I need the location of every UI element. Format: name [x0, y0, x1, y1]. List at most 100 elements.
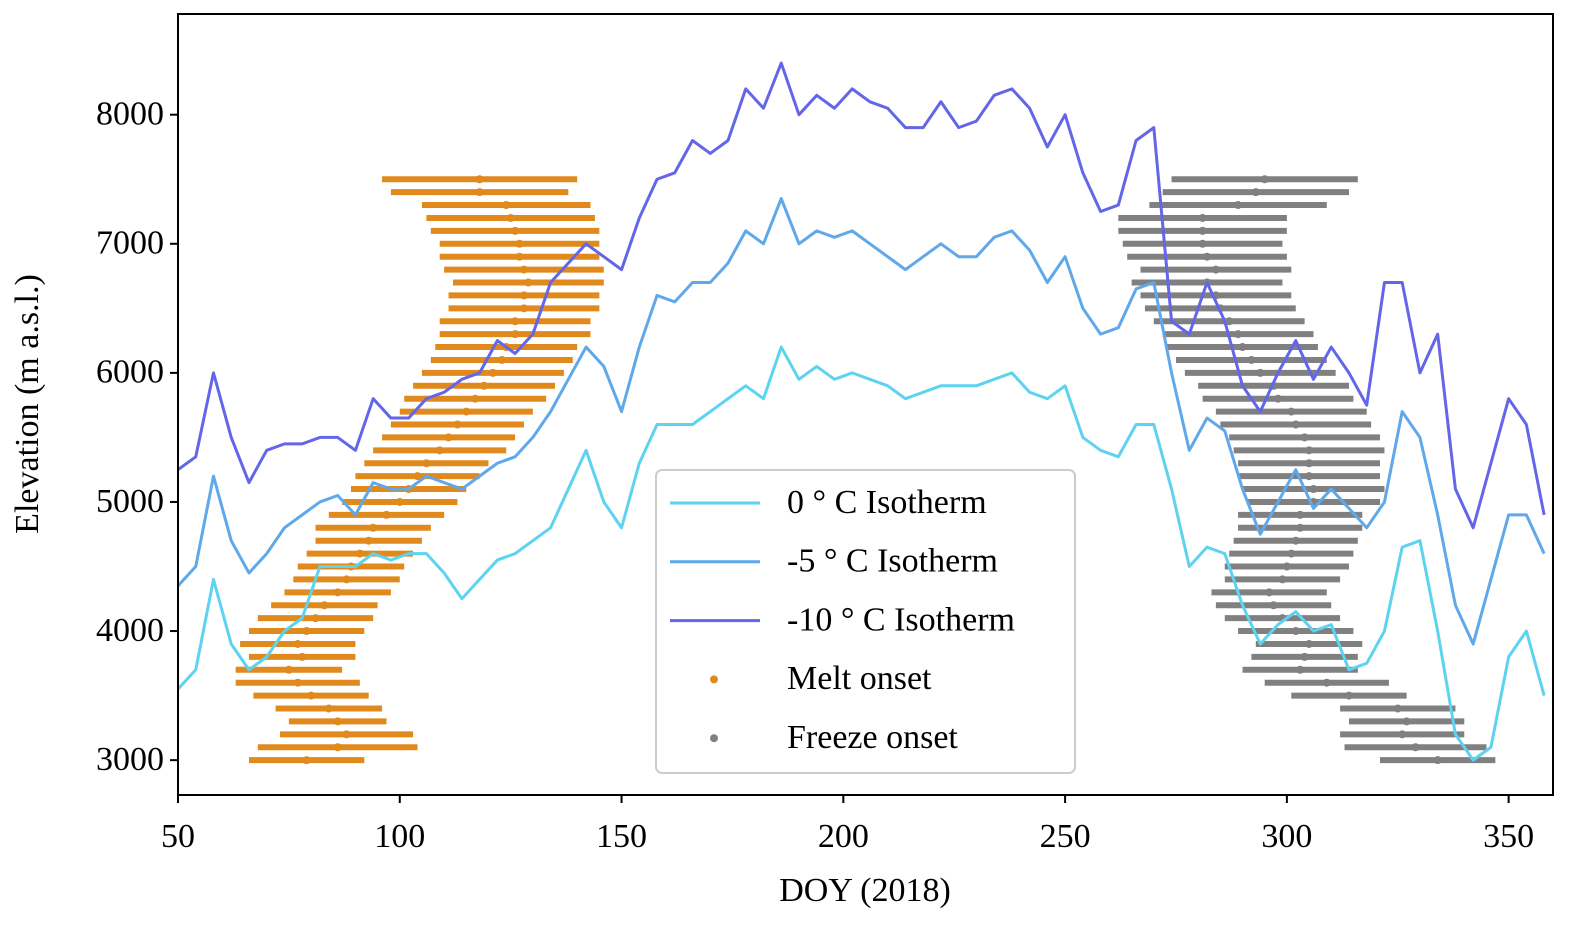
onset-point — [1296, 523, 1305, 532]
x-tick-label: 300 — [1261, 818, 1312, 855]
legend-marker — [710, 675, 718, 684]
y-tick-label: 5000 — [96, 483, 164, 520]
onset-point — [1198, 239, 1207, 248]
onset-point — [293, 639, 302, 648]
onset-point — [1238, 343, 1247, 352]
onset-point — [515, 252, 524, 261]
legend-marker — [710, 734, 718, 743]
onset-point — [471, 394, 480, 403]
onset-point — [1203, 252, 1212, 261]
onset-point — [1411, 743, 1420, 752]
onset-point — [1291, 536, 1300, 545]
onset-point — [1251, 188, 1260, 197]
y-tick-label: 3000 — [96, 741, 164, 778]
onset-point — [475, 175, 484, 184]
onset-point — [1260, 175, 1269, 184]
onset-point — [1211, 265, 1220, 274]
onset-point — [462, 407, 471, 416]
onset-point — [1198, 226, 1207, 235]
onset-point — [1256, 368, 1265, 377]
onset-point — [1225, 317, 1234, 326]
onset-point — [382, 510, 391, 519]
legend: 0 ° C Isotherm -5 ° C Isotherm -10 ° C Iso… — [655, 469, 1076, 774]
onset-point — [453, 420, 462, 429]
onset-point — [1344, 691, 1353, 700]
onset-point — [1393, 704, 1402, 713]
onset-point — [519, 304, 528, 313]
onset-point — [1305, 459, 1314, 468]
x-tick-label: 150 — [596, 818, 647, 855]
data-layer — [176, 61, 1546, 765]
onset-point — [342, 575, 351, 584]
onset-point — [1300, 433, 1309, 442]
onset-point — [1198, 213, 1207, 222]
onset-point — [1296, 665, 1305, 674]
legend-label: -10 ° C Isotherm — [787, 601, 1015, 638]
onset-point — [1291, 420, 1300, 429]
y-tick-label: 8000 — [96, 95, 164, 132]
onset-point — [511, 317, 520, 326]
onset-point — [307, 691, 316, 700]
onset-point — [1287, 549, 1296, 558]
legend-label: -5 ° C Isotherm — [787, 543, 998, 580]
onset-point — [1309, 485, 1318, 494]
onset-point — [324, 704, 333, 713]
onset-point — [1305, 472, 1314, 481]
onset-point — [435, 446, 444, 455]
onset-point — [444, 433, 453, 442]
y-axis-label: Elevation (m a.s.l.) — [9, 274, 46, 534]
onset-point — [1234, 201, 1243, 210]
onset-point — [369, 523, 378, 532]
onset-point — [519, 265, 528, 274]
onset-point — [1234, 330, 1243, 339]
onset-point — [480, 381, 489, 390]
onset-point — [333, 743, 342, 752]
onset-point — [364, 536, 373, 545]
onset-point — [1274, 394, 1282, 403]
onset-point — [524, 278, 533, 287]
plot-frame — [177, 13, 1554, 796]
isotherm-line — [177, 61, 1546, 530]
onset-point — [302, 756, 311, 765]
onset-point — [395, 497, 404, 506]
isotherm-line — [176, 345, 1546, 762]
onset-point — [355, 549, 364, 558]
onset-point — [519, 291, 528, 300]
onset-point — [502, 201, 511, 210]
onset-point — [284, 665, 293, 674]
onset-point — [320, 601, 329, 610]
isotherm-line — [176, 197, 1546, 646]
onset-point — [333, 717, 342, 726]
onset-point — [1305, 639, 1314, 648]
legend-label: Melt onset — [787, 660, 932, 697]
legend-label: Freeze onset — [787, 719, 958, 756]
onset-point — [1269, 601, 1278, 610]
y-tick-label: 4000 — [96, 612, 164, 649]
onset-point — [515, 239, 524, 248]
onset-point — [311, 614, 320, 623]
onset-point — [342, 730, 351, 739]
onset-point — [506, 213, 515, 222]
onset-point — [1398, 730, 1407, 739]
onset-point — [1265, 588, 1274, 597]
onset-point — [333, 588, 342, 597]
onset-point — [511, 226, 520, 235]
onset-point — [497, 355, 506, 364]
x-tick-label: 100 — [374, 818, 425, 855]
legend-label: 0 ° C Isotherm — [787, 484, 987, 521]
onset-point — [1402, 717, 1411, 726]
legend-box — [655, 469, 1076, 774]
onset-point — [1278, 575, 1287, 584]
onset-point — [1300, 652, 1309, 661]
onset-point — [488, 368, 497, 377]
onset-point — [293, 678, 302, 687]
onset-point — [422, 459, 431, 468]
onset-point — [1305, 446, 1314, 455]
onset-point — [1287, 407, 1296, 416]
onset-point — [1282, 562, 1291, 571]
x-axis-label: DOY (2018) — [779, 872, 951, 909]
onset-point — [1433, 756, 1442, 765]
x-tick-label: 50 — [161, 818, 195, 855]
x-tick-label: 200 — [818, 818, 869, 855]
